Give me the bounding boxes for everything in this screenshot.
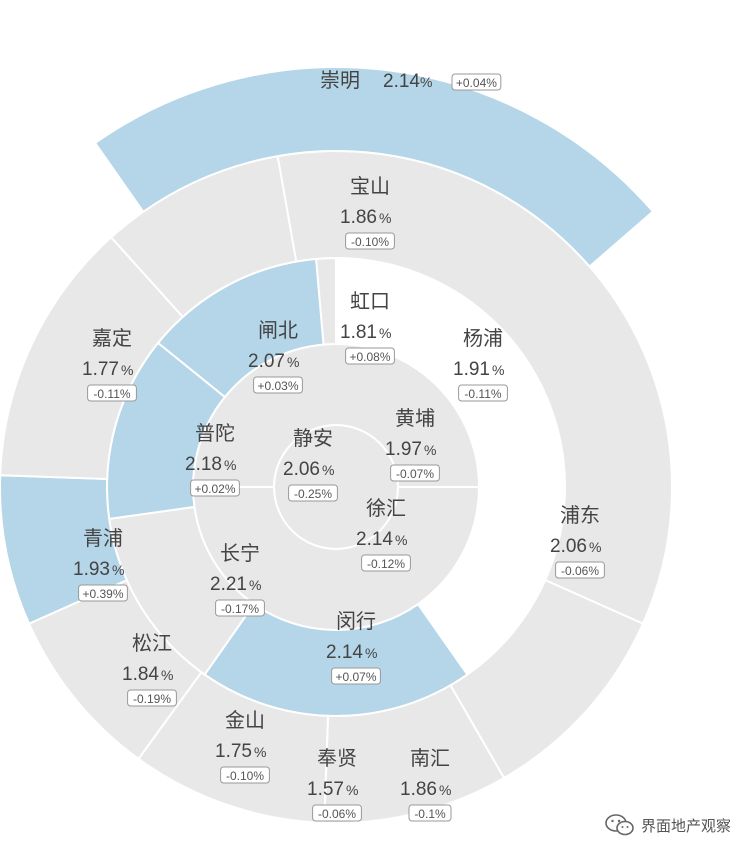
label-group-静安: 静安 2.06 % -0.25% [283, 427, 338, 502]
chart-segments [0, 66, 673, 824]
change-badge [215, 599, 265, 617]
change-badge [458, 384, 508, 402]
segment-name: 长宁 [220, 542, 260, 565]
segment-name: 崇明 [320, 69, 360, 92]
change-badge [408, 804, 452, 822]
segment-name: 徐汇 [366, 497, 406, 520]
segment-name: 宝山 [350, 175, 390, 198]
change-badge [312, 804, 362, 822]
label-group-杨浦: 杨浦 1.91 % -0.11% [453, 327, 508, 402]
segment-value: 2.18% [185, 454, 236, 475]
label-group-金山: 金山 1.75 % -0.10% [215, 709, 270, 784]
change-value: -0.07% [396, 467, 434, 481]
segment-value: 2.14% [326, 642, 377, 663]
change-badge [253, 376, 303, 394]
segment-value: 2.14% [383, 71, 432, 92]
change-badge [331, 667, 381, 685]
change-badge [345, 232, 395, 250]
segment-value: 1.86% [400, 779, 451, 800]
segment-value: 1.91% [453, 359, 504, 380]
segment-value: 1.81% [340, 322, 391, 343]
segment-name: 普陀 [195, 422, 235, 445]
change-badge [555, 561, 605, 579]
label-group-奉贤: 奉贤 1.57 % -0.06% [307, 747, 362, 822]
label-group-宝山: 宝山 1.86 % -0.10% [340, 175, 395, 250]
segment-value: 2.14% [356, 529, 407, 550]
label-group-普陀: 普陀 2.18 % +0.02% [185, 422, 240, 497]
change-value: -0.19% [133, 692, 171, 706]
change-badge [87, 384, 137, 402]
segment-崇明 [93, 66, 655, 268]
change-value: -0.10% [351, 235, 389, 249]
change-value: -0.1% [414, 807, 446, 821]
segment-name: 浦东 [560, 504, 600, 527]
change-value: +0.02% [194, 482, 235, 496]
segment-value: 1.97% [385, 439, 436, 460]
segment-value: 1.57% [307, 779, 358, 800]
watermark-text: 界面地产观察 [640, 817, 731, 835]
chart-labels: 静安 2.06 % -0.25% 黄埔 1.97 % -0.07% 徐汇 2.14 % -0.12% 虹… [73, 69, 605, 822]
segment-name: 闸北 [258, 319, 298, 342]
change-value: -0.11% [464, 387, 501, 401]
change-badge [190, 479, 240, 497]
label-group-松江: 松江 1.84 % -0.19% [122, 632, 177, 707]
label-group-崇明: 崇明 2.14% +0.04% [320, 69, 502, 92]
change-value: -0.17% [221, 602, 259, 616]
label-group-虹口: 虹口 1.81 % +0.08% [340, 290, 395, 365]
change-badge [78, 584, 128, 602]
segment-value: 2.06% [283, 459, 334, 480]
change-badge [220, 766, 270, 784]
change-value: -0.10% [226, 769, 264, 783]
change-value: -0.12% [367, 557, 405, 571]
segment-value: 1.86% [340, 207, 391, 228]
segment-name: 松江 [132, 632, 172, 655]
wechat-logo-icon [605, 814, 634, 836]
change-value: +0.03% [257, 379, 298, 393]
segment-value: 2.21% [210, 574, 261, 595]
segment-name: 黄埔 [395, 407, 435, 430]
change-value: -0.11% [93, 387, 130, 401]
label-group-嘉定: 嘉定 1.77 % -0.11% [82, 327, 137, 402]
segment-name: 南汇 [410, 747, 450, 770]
segment-name: 静安 [293, 427, 333, 450]
change-value: -0.25% [294, 487, 332, 501]
change-badge [127, 689, 177, 707]
segment-value: 1.77% [82, 359, 133, 380]
label-group-闵行: 闵行 2.14 % +0.07% [326, 610, 381, 685]
segment-value: 1.75% [215, 741, 266, 762]
label-group-长宁: 长宁 2.21 % -0.17% [210, 542, 265, 617]
label-group-黄埔: 黄埔 1.97 % -0.07% [385, 407, 440, 482]
segment-name: 青浦 [83, 527, 123, 550]
segment-name: 奉贤 [317, 747, 357, 770]
change-value: +0.04% [456, 76, 497, 90]
segment-name: 虹口 [350, 290, 390, 313]
change-badge [451, 73, 502, 91]
change-value: -0.06% [561, 564, 599, 578]
change-value: -0.06% [318, 807, 356, 821]
change-badge [361, 554, 411, 572]
label-group-南汇: 南汇 1.86 % -0.1% [400, 747, 452, 822]
change-value: +0.08% [349, 350, 390, 364]
segment-value: 1.93% [73, 559, 124, 580]
segment-name: 嘉定 [92, 327, 132, 350]
segment-name: 闵行 [336, 610, 376, 633]
change-badge [390, 464, 440, 482]
label-group-浦东: 浦东 2.06 % -0.06% [550, 504, 605, 579]
segment-value: 2.07% [248, 351, 299, 372]
segment-name: 金山 [225, 709, 265, 732]
label-group-闸北: 闸北 2.07 % +0.03% [248, 319, 303, 394]
change-badge [288, 484, 338, 502]
segment-value: 2.06% [550, 536, 601, 557]
change-badge [345, 347, 395, 365]
label-group-徐汇: 徐汇 2.14 % -0.12% [356, 497, 411, 572]
label-group-青浦: 青浦 1.93 % +0.39% [73, 527, 128, 602]
segment-value: 1.84% [122, 664, 173, 685]
segment-name: 杨浦 [463, 327, 503, 350]
watermark: 界面地产观察 [605, 814, 731, 836]
change-value: +0.39% [82, 587, 123, 601]
change-value: +0.07% [335, 670, 376, 684]
